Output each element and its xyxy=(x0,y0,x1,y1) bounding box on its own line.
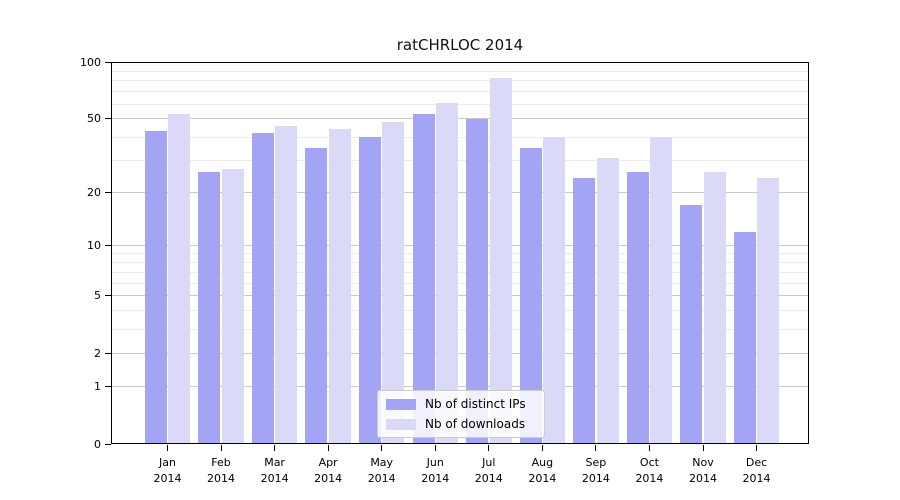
minor-gridline xyxy=(112,159,808,161)
bar-downloads-jan xyxy=(168,114,191,444)
legend-item-downloads: Nb of downloads xyxy=(386,415,536,433)
major-gridline xyxy=(112,118,808,120)
bar-downloads-nov xyxy=(703,171,726,444)
minor-gridline xyxy=(112,103,808,105)
bar-downloads-jun xyxy=(435,102,458,444)
legend-label-downloads: Nb of downloads xyxy=(425,417,526,431)
bar-ips-aug xyxy=(519,147,542,444)
bar-ips-dec xyxy=(733,231,756,444)
x-tick-label-jun: Jun 2014 xyxy=(421,456,450,485)
bar-ips-apr xyxy=(305,147,328,444)
bar-downloads-may xyxy=(382,122,405,444)
y-tick-mark xyxy=(105,191,111,193)
y-tick-mark xyxy=(105,245,111,247)
x-tick-label-oct: Oct 2014 xyxy=(635,456,664,485)
x-tick-mark xyxy=(488,445,490,451)
minor-gridline xyxy=(112,91,808,93)
y-tick-mark xyxy=(105,62,111,63)
x-tick-label-dec: Dec 2014 xyxy=(742,456,771,485)
bar-downloads-aug xyxy=(543,137,566,444)
x-tick-label-mar: Mar 2014 xyxy=(260,456,289,485)
x-tick-mark xyxy=(756,445,758,451)
major-gridline xyxy=(112,295,808,297)
x-tick-label-jul: Jul 2014 xyxy=(474,456,503,485)
minor-gridline xyxy=(112,328,808,330)
x-tick-mark xyxy=(327,445,329,451)
legend-swatch-distinct-ips xyxy=(386,398,416,410)
bar-downloads-jul xyxy=(489,77,512,444)
bar-ips-sep xyxy=(573,177,596,444)
x-tick-mark xyxy=(434,445,436,451)
x-tick-label-may: May 2014 xyxy=(367,456,396,485)
x-tick-label-nov: Nov 2014 xyxy=(689,456,717,485)
x-tick-mark xyxy=(220,445,222,451)
minor-gridline xyxy=(112,282,808,284)
bar-ips-may xyxy=(359,137,381,444)
major-gridline xyxy=(112,386,808,388)
y-tick-mark xyxy=(105,386,111,388)
minor-gridline xyxy=(112,310,808,312)
y-tick-mark xyxy=(105,352,111,354)
x-tick-mark xyxy=(381,445,383,451)
y-tick-label: 0 xyxy=(94,437,101,451)
x-tick-label-sep: Sep 2014 xyxy=(581,456,610,485)
x-tick-mark xyxy=(274,445,276,451)
y-tick-mark xyxy=(105,295,111,297)
y-tick-label: 100 xyxy=(80,56,101,69)
y-tick-mark xyxy=(105,443,111,445)
bar-downloads-oct xyxy=(650,137,673,444)
bar-downloads-feb xyxy=(221,168,244,444)
minor-gridline xyxy=(112,80,808,82)
x-tick-mark xyxy=(167,445,168,451)
y-tick-mark xyxy=(105,118,111,120)
x-tick-label-feb: Feb 2014 xyxy=(207,456,236,485)
bar-ips-nov xyxy=(680,205,703,444)
major-gridline xyxy=(112,191,808,193)
bar-ips-jun xyxy=(412,114,435,444)
minor-gridline xyxy=(112,70,808,72)
y-tick-label: 10 xyxy=(87,239,101,253)
legend-swatch-downloads xyxy=(386,418,416,430)
major-gridline xyxy=(112,245,808,247)
y-tick-label: 5 xyxy=(94,289,101,303)
legend-item-distinct-ips: Nb of distinct IPs xyxy=(386,395,536,413)
minor-gridline xyxy=(112,136,808,138)
x-tick-label-jan: Jan 2014 xyxy=(153,456,182,485)
minor-gridline xyxy=(112,261,808,263)
bar-ips-feb xyxy=(198,171,221,444)
x-tick-mark xyxy=(595,445,597,451)
y-tick-label: 50 xyxy=(87,112,101,126)
x-tick-mark xyxy=(648,445,650,451)
x-tick-mark xyxy=(702,445,704,451)
bar-ips-jul xyxy=(466,118,489,444)
bar-downloads-sep xyxy=(596,157,619,444)
y-tick-label: 1 xyxy=(94,380,101,394)
bar-ips-jan xyxy=(144,131,167,444)
y-tick-label: 2 xyxy=(94,346,101,360)
legend-label-distinct-ips: Nb of distinct IPs xyxy=(425,397,526,411)
bar-downloads-apr xyxy=(328,129,351,444)
major-gridline xyxy=(112,62,808,63)
y-tick-label: 20 xyxy=(87,185,101,199)
bar-ips-mar xyxy=(251,133,274,444)
bar-downloads-dec xyxy=(757,177,780,444)
x-tick-label-apr: Apr 2014 xyxy=(314,456,343,485)
bar-downloads-mar xyxy=(275,125,298,444)
x-tick-mark xyxy=(541,445,543,451)
x-tick-label-aug: Aug 2014 xyxy=(528,456,557,485)
chart-title: ratCHRLOC 2014 xyxy=(396,36,524,54)
minor-gridline xyxy=(112,253,808,255)
bar-ips-oct xyxy=(626,171,649,444)
minor-gridline xyxy=(112,271,808,273)
legend: Nb of distinct IPs Nb of downloads xyxy=(377,390,545,438)
major-gridline xyxy=(112,352,808,354)
